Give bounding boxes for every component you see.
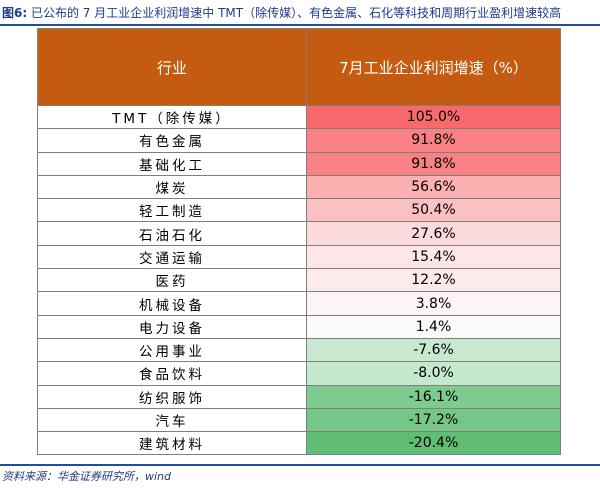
growth-value-cell: 91.8%: [306, 128, 561, 153]
growth-value-cell: -8.0%: [306, 361, 561, 386]
table-row: 医药 12.2%: [37, 268, 561, 293]
table-row: TMT（除传媒） 105.0%: [37, 104, 561, 130]
growth-value-cell: 91.8%: [306, 151, 561, 176]
table-row: 轻工制造 50.4%: [37, 198, 561, 223]
industry-cell: 轻工制造: [37, 198, 307, 223]
table-row: 机械设备 3.8%: [37, 291, 561, 316]
growth-value-cell: 50.4%: [306, 198, 561, 223]
table-row: 建筑材料 -20.4%: [37, 431, 561, 456]
table-row: 汽车 -17.2%: [37, 407, 561, 433]
industry-cell: 交通运输: [37, 244, 307, 270]
industry-cell: TMT（除传媒）: [37, 104, 307, 130]
growth-value-cell: 27.6%: [306, 221, 561, 246]
industry-cell: 建筑材料: [37, 431, 307, 456]
industry-cell: 医药: [37, 268, 307, 293]
table-row: 公用事业 -7.6%: [37, 337, 561, 363]
industry-cell: 公用事业: [37, 337, 307, 363]
figure-title: 图6: 已公布的 7 月工业企业利润增速中 TMT（除传媒）、有色金属、石化等科…: [2, 3, 598, 23]
table-body: TMT（除传媒） 105.0% 有色金属 91.8% 基础化工 91.8% 煤炭 56.6% 轻…: [37, 104, 561, 456]
industry-cell: 煤炭: [37, 174, 307, 200]
growth-value-cell: 3.8%: [306, 291, 561, 316]
table-row: 有色金属 91.8%: [37, 128, 561, 153]
industry-cell: 食品饮料: [37, 361, 307, 386]
industry-cell: 机械设备: [37, 291, 307, 316]
profit-growth-table: 行业 7月工业企业利润增速（%） TMT（除传媒） 105.0% 有色金属 91.8%…: [37, 28, 561, 456]
table-row: 交通运输 15.4%: [37, 244, 561, 270]
figure-label: 图6:: [2, 6, 28, 20]
industry-cell: 纺织服饰: [37, 384, 307, 409]
growth-value-cell: -16.1%: [306, 384, 561, 409]
industry-cell: 电力设备: [37, 314, 307, 339]
table-row: 石油石化 27.6%: [37, 221, 561, 246]
growth-value-cell: 105.0%: [306, 104, 561, 130]
bottom-rule: [0, 464, 600, 466]
table-row: 食品饮料 -8.0%: [37, 361, 561, 386]
industry-cell: 石油石化: [37, 221, 307, 246]
table-row: 纺织服饰 -16.1%: [37, 384, 561, 409]
growth-value-cell: -20.4%: [306, 431, 561, 456]
industry-cell: 汽车: [37, 407, 307, 433]
growth-value-cell: 56.6%: [306, 174, 561, 200]
table-row: 煤炭 56.6%: [37, 174, 561, 200]
top-rule: [0, 24, 600, 26]
growth-value-cell: 1.4%: [306, 314, 561, 339]
growth-value-cell: 15.4%: [306, 244, 561, 270]
growth-value-cell: 12.2%: [306, 268, 561, 293]
growth-value-cell: -17.2%: [306, 407, 561, 433]
header-industry: 行业: [37, 28, 307, 106]
source-note: 资料来源：华金证券研究所，wind: [2, 470, 172, 483]
industry-cell: 有色金属: [37, 128, 307, 153]
figure-title-text: 已公布的 7 月工业企业利润增速中 TMT（除传媒）、有色金属、石化等科技和周期…: [30, 6, 562, 20]
industry-cell: 基础化工: [37, 151, 307, 176]
header-growth: 7月工业企业利润增速（%）: [306, 28, 561, 106]
table-row: 电力设备 1.4%: [37, 314, 561, 339]
table-row: 基础化工 91.8%: [37, 151, 561, 176]
header-row: 行业 7月工业企业利润增速（%）: [37, 28, 561, 106]
growth-value-cell: -7.6%: [306, 337, 561, 363]
